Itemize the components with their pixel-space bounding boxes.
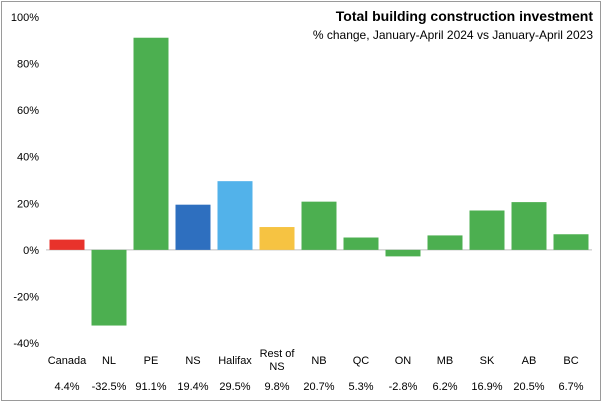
y-tick-label: 20% [17, 198, 39, 210]
value-label: -32.5% [92, 381, 127, 393]
y-tick-label: 60% [17, 105, 39, 117]
category-label: BC [563, 355, 578, 367]
value-label: 4.4% [54, 381, 79, 393]
category-label: PE [144, 355, 159, 367]
value-label: 91.1% [135, 381, 166, 393]
category-label: NL [102, 355, 116, 367]
y-tick-label: 40% [17, 152, 39, 164]
category-label: QC [353, 355, 370, 367]
value-label: 5.3% [348, 381, 373, 393]
chart-subtitle: % change, January-April 2024 vs January-… [313, 28, 593, 42]
value-label: 6.2% [432, 381, 457, 393]
value-label: 29.5% [219, 381, 250, 393]
bar [91, 249, 127, 326]
value-label: 9.8% [264, 381, 289, 393]
category-label: NS [185, 355, 200, 367]
y-tick-label: 100% [11, 12, 39, 24]
value-labels: 4.4% -32.5% 91.1% 19.4% 29.5% 9.8% 20.7% 5.3% -2… [54, 381, 583, 393]
bar [511, 202, 547, 250]
value-label: 16.9% [471, 381, 502, 393]
category-label: SK [480, 355, 495, 367]
category-label: Halifax [218, 355, 252, 367]
y-tick-label: -20% [13, 291, 39, 303]
category-label: AB [522, 355, 537, 367]
bar [301, 201, 337, 250]
bar [427, 235, 463, 250]
value-label: 19.4% [177, 381, 208, 393]
y-tick-label: 80% [17, 59, 39, 71]
bar [259, 227, 295, 250]
category-label: ON [395, 355, 412, 367]
y-tick-label: 0% [23, 245, 39, 257]
value-label: -2.8% [389, 381, 418, 393]
bar [343, 237, 379, 250]
bar [133, 37, 169, 250]
bar [175, 204, 211, 250]
category-label: MB [437, 355, 454, 367]
y-tick-label: -40% [13, 338, 39, 350]
value-label: 6.7% [558, 381, 583, 393]
category-label: NS [269, 361, 284, 373]
category-label: Canada [48, 355, 87, 367]
bar [217, 181, 253, 250]
value-label: 20.7% [303, 381, 334, 393]
bar [469, 210, 505, 250]
category-label: NB [311, 355, 326, 367]
category-label: Rest of [260, 348, 296, 360]
bar [49, 239, 85, 250]
bar [553, 234, 589, 250]
bars [49, 37, 589, 326]
bar [385, 249, 421, 257]
chart-title: Total building construction investment [336, 8, 594, 24]
value-label: 20.5% [513, 381, 544, 393]
